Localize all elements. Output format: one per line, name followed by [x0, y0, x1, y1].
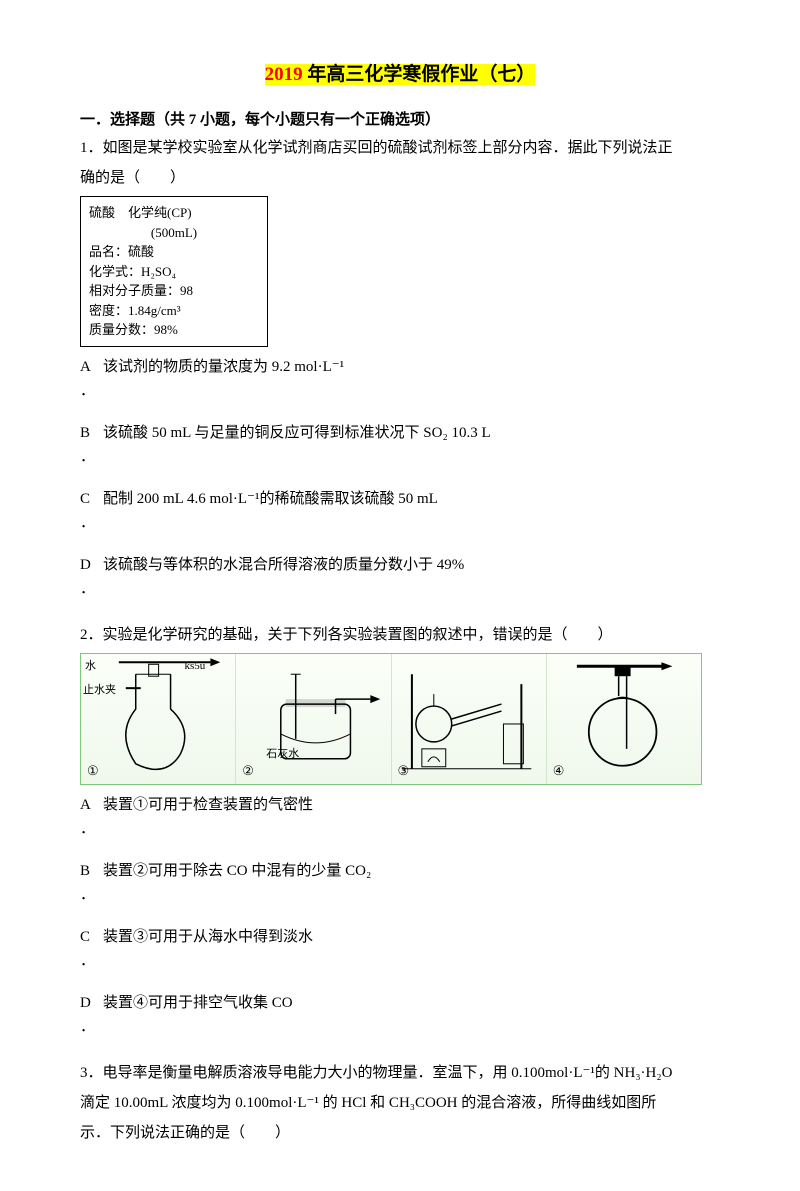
option-key: B．: [80, 859, 103, 925]
apparatus-cell-4: ④: [547, 654, 701, 784]
option-text: 配制 200 mL 4.6 mol·L⁻¹的稀硫酸需取该硫酸 50 mL: [103, 487, 491, 553]
option-key: C．: [80, 487, 103, 553]
option-key: A．: [80, 355, 103, 421]
q1-stem-line2: 确的是（ ）: [80, 166, 720, 190]
label-line: 质量分数：98%: [89, 320, 259, 340]
label-line: 化学式：H₂SO₄: [89, 262, 259, 282]
option-text: 装置④可用于排空气收集 CO: [103, 991, 371, 1057]
cell-number: ②: [242, 761, 254, 782]
apparatus-cell-2: 石灰水 ②: [236, 654, 391, 784]
reagent-label-box: 硫酸 化学纯(CP) (500mL) 品名：硫酸 化学式：H₂SO₄ 相对分子质…: [80, 196, 268, 347]
q3-line3: 示．下列说法正确的是（ ）: [80, 1121, 720, 1145]
apparatus-2-svg: [236, 654, 390, 784]
label-line: 密度：1.84g/cm³: [89, 301, 259, 321]
document-page: 2019 年高三化学寒假作业（七） 一．选择题（共 7 小题，每个小题只有一个正…: [0, 0, 800, 1191]
section-heading: 一．选择题（共 7 小题，每个小题只有一个正确选项）: [80, 108, 720, 132]
option-text: 装置①可用于检查装置的气密性: [103, 793, 371, 859]
option-text: 该试剂的物质的量浓度为 9.2 mol·L⁻¹: [103, 355, 491, 421]
note-clip: 止水夹: [83, 682, 116, 700]
title-red-part: 2019: [265, 64, 303, 85]
q3-line2: 滴定 10.00mL 浓度均为 0.100mol·L⁻¹ 的 HCl 和 CH₃…: [80, 1091, 720, 1115]
note-water: 水: [85, 658, 96, 676]
cell-number: ①: [87, 761, 99, 782]
q2-stem: 2．实验是化学研究的基础，关于下列各实验装置图的叙述中，错误的是（ ）: [80, 623, 720, 647]
apparatus-4-svg: [547, 654, 701, 784]
label-line: (500mL): [89, 223, 259, 243]
cell-number: ③: [398, 761, 410, 782]
page-title: 2019 年高三化学寒假作业（七）: [80, 60, 720, 90]
label-line: 品名：硫酸: [89, 242, 259, 262]
option-key: A．: [80, 793, 103, 859]
note-ks5u: ks5u: [184, 658, 205, 676]
cell-number: ④: [553, 761, 565, 782]
option-text: 该硫酸 50 mL 与足量的铜反应可得到标准状况下 SO₂ 10.3 L: [103, 421, 491, 487]
option-key: D．: [80, 991, 103, 1057]
label-line: 相对分子质量：98: [89, 281, 259, 301]
title-black-part: 年高三化学寒假作业（七）: [303, 64, 536, 85]
label-line: 硫酸 化学纯(CP): [89, 203, 259, 223]
option-text: 该硫酸与等体积的水混合所得溶液的质量分数小于 49%: [103, 553, 491, 619]
apparatus-cell-3: ③: [392, 654, 547, 784]
apparatus-3-svg: [392, 654, 546, 784]
apparatus-1-svg: [81, 654, 235, 784]
apparatus-figure: 水 止水夹 ks5u ①: [80, 653, 702, 785]
option-key: D．: [80, 553, 103, 619]
q2-options: A． 装置①可用于检查装置的气密性 B． 装置②可用于除去 CO 中混有的少量 …: [80, 793, 371, 1057]
option-key: C．: [80, 925, 103, 991]
option-key: B．: [80, 421, 103, 487]
option-text: 装置②可用于除去 CO 中混有的少量 CO₂: [103, 859, 371, 925]
q3-line1: 3．电导率是衡量电解质溶液导电能力大小的物理量．室温下，用 0.100mol·L…: [80, 1061, 720, 1085]
option-text: 装置③可用于从海水中得到淡水: [103, 925, 371, 991]
apparatus-cell-1: 水 止水夹 ks5u ①: [81, 654, 236, 784]
q1-stem-line1: 1．如图是某学校实验室从化学试剂商店买回的硫酸试剂标签上部分内容．据此下列说法正: [80, 136, 720, 160]
note-lime: 石灰水: [266, 746, 299, 764]
q1-options: A． 该试剂的物质的量浓度为 9.2 mol·L⁻¹ B． 该硫酸 50 mL …: [80, 355, 491, 619]
